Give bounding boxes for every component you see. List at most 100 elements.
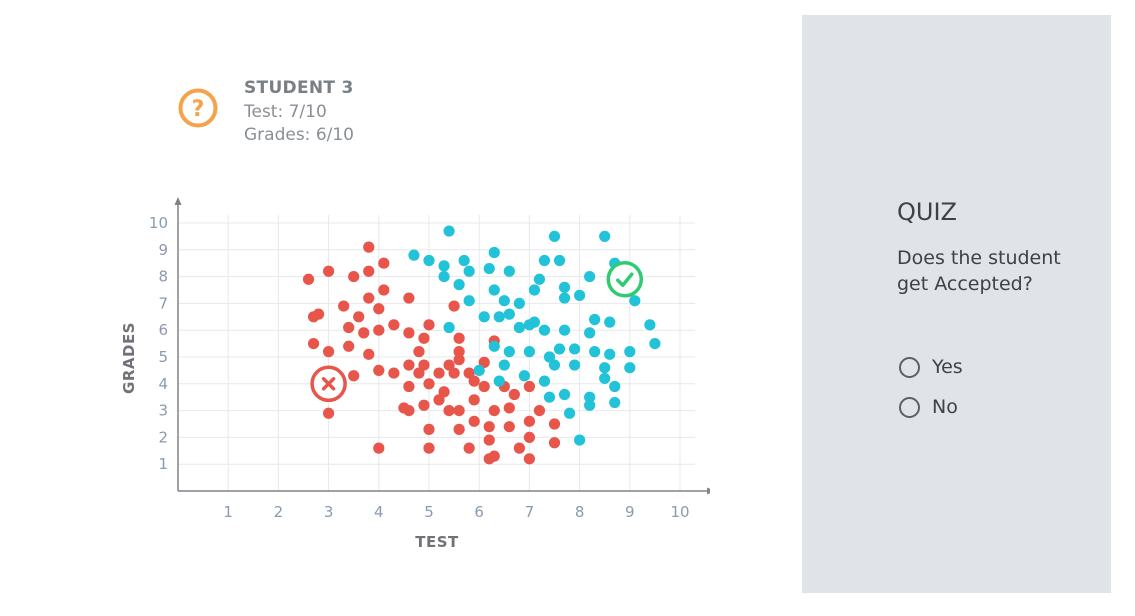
x-tick-label: 6 (474, 503, 484, 521)
data-point (483, 453, 495, 465)
data-point (443, 405, 455, 417)
data-point (323, 407, 335, 419)
chart-ticks: 1 2 3 4 5 6 7 8 9 10 1 2 3 4 5 6 7 8 9 10 (149, 214, 690, 521)
data-point (488, 284, 500, 296)
y-tick-label: 10 (149, 214, 168, 232)
data-point (604, 348, 616, 360)
data-point (453, 354, 465, 366)
data-point (548, 418, 561, 430)
data-point (523, 380, 535, 393)
data-point (528, 284, 541, 296)
data-point (478, 380, 490, 393)
data-point (443, 225, 455, 237)
quiz-title: QUIZ (897, 198, 957, 226)
data-point (548, 359, 561, 371)
student-card: ? STUDENT 3 Test: 7/10 Grades: 6/10 (178, 78, 438, 153)
x-tick-label: 8 (575, 503, 585, 521)
data-point (609, 396, 621, 409)
data-point (584, 271, 596, 283)
data-point (558, 388, 571, 401)
data-point (503, 421, 515, 433)
data-point (453, 279, 465, 291)
check-mark-icon (616, 272, 634, 288)
data-point (323, 346, 335, 358)
data-point (363, 348, 375, 360)
data-point (388, 367, 400, 379)
data-point (348, 271, 360, 283)
option-no[interactable]: No (899, 393, 958, 421)
data-point (513, 442, 525, 454)
option-yes[interactable]: Yes (899, 353, 963, 381)
data-point (373, 303, 385, 315)
data-point (584, 391, 596, 403)
data-point (574, 289, 586, 301)
data-point (533, 405, 546, 417)
data-point (348, 370, 360, 382)
data-point (589, 313, 601, 326)
no-radio[interactable] (899, 396, 920, 418)
data-point (584, 399, 596, 411)
x-tick-label: 9 (625, 503, 635, 521)
data-point (599, 372, 611, 385)
svg-text:?: ? (192, 97, 205, 122)
data-point (493, 311, 505, 323)
data-point (408, 249, 420, 261)
data-point (558, 292, 571, 304)
data-point (493, 375, 505, 387)
data-point (483, 262, 495, 275)
yes-label: Yes (932, 356, 963, 378)
data-point (523, 453, 535, 465)
data-point (403, 327, 415, 339)
quiz-panel: QUIZ Does the student get Accepted? Yes … (802, 15, 1111, 593)
data-point (418, 332, 430, 344)
no-label: No (932, 396, 958, 418)
data-point (523, 431, 535, 443)
student-test-score: Test: 7/10 (244, 102, 327, 122)
data-point (568, 359, 581, 371)
data-point (443, 321, 455, 334)
y-tick-label: 1 (158, 455, 168, 473)
data-point (438, 386, 450, 398)
data-point (649, 338, 661, 350)
data-point (483, 421, 495, 433)
data-point (418, 399, 430, 411)
data-point (599, 362, 611, 374)
data-point (388, 319, 400, 331)
data-point (508, 388, 520, 401)
data-point (503, 308, 515, 320)
data-point (548, 437, 561, 449)
data-point (463, 367, 475, 379)
data-point (523, 346, 535, 358)
student-title: STUDENT 3 (244, 78, 354, 98)
data-point (533, 273, 546, 285)
yes-radio[interactable] (899, 356, 920, 378)
data-point (413, 367, 425, 379)
data-point (574, 434, 586, 446)
data-point (302, 273, 315, 285)
data-point (307, 338, 320, 350)
data-point (433, 367, 445, 379)
data-point (423, 423, 435, 435)
data-point (463, 295, 475, 307)
data-point (624, 362, 636, 374)
data-point (568, 343, 581, 355)
y-tick-label: 7 (158, 294, 168, 312)
data-point (438, 271, 450, 283)
y-tick-label: 4 (158, 375, 168, 393)
x-tick-label: 2 (274, 503, 284, 521)
data-point (543, 351, 556, 363)
x-tick-label: 4 (374, 503, 384, 521)
data-point (553, 343, 566, 355)
data-point (624, 346, 636, 358)
data-point (488, 246, 500, 259)
data-point (604, 316, 616, 328)
data-point (433, 394, 445, 406)
data-point (513, 297, 525, 309)
data-point (423, 378, 435, 390)
y-tick-label: 2 (158, 428, 168, 446)
data-point (488, 405, 500, 417)
data-point (468, 375, 480, 387)
data-point (463, 265, 475, 277)
y-axis-title: GRADES (120, 322, 138, 394)
y-axis-arrow (174, 196, 182, 205)
